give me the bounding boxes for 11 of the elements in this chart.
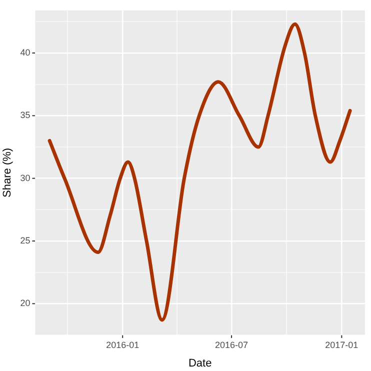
y-tick-label: 30	[20, 172, 30, 183]
x-tick-label: 2016-01	[106, 340, 140, 350]
x-tick-label: 2017-01	[325, 340, 358, 350]
x-tick-label: 2016-07	[215, 340, 248, 350]
y-axis-title: Share (%)	[2, 148, 14, 198]
x-axis-title: Date	[188, 357, 212, 370]
y-tick-label: 25	[20, 235, 30, 246]
y-tick-label: 35	[20, 110, 30, 120]
y-tick-label: 40	[20, 47, 30, 58]
line-series	[48, 22, 352, 322]
y-tick-label: 20	[20, 298, 30, 308]
